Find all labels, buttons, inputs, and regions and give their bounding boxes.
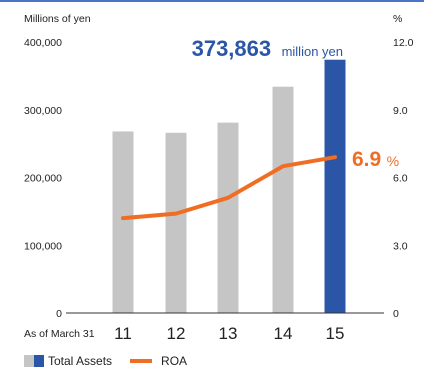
left-tick-label: 200,000 [24, 173, 62, 185]
legend-swatch-blue [34, 355, 44, 367]
x-tick-label: 14 [274, 324, 293, 343]
legend-item-roa: ROA [130, 354, 187, 368]
assets-annotation-unit: million yen [282, 44, 343, 59]
legend-label-roa: ROA [161, 354, 188, 368]
legend-label-total-assets: Total Assets [48, 354, 113, 368]
left-tick-label: 300,000 [24, 105, 62, 117]
right-tick-label: 12.0 [393, 37, 414, 49]
bar-total-assets [165, 132, 187, 313]
right-axis-ticks: 12.0 9.0 6.0 3.0 0 [393, 37, 414, 320]
legend-swatch-gray [24, 355, 34, 367]
left-tick-label: 0 [56, 308, 62, 320]
right-tick-label: 6.0 [393, 173, 408, 185]
x-axis-prefix: As of March 31 [24, 328, 95, 340]
legend-item-total-assets: Total Assets [24, 354, 112, 368]
roa-annotation: 6.9 % [352, 148, 399, 171]
x-axis-ticks: 11 12 13 14 15 [114, 324, 344, 343]
left-tick-label: 400,000 [24, 37, 62, 49]
right-axis-unit: % [393, 13, 402, 25]
left-axis-ticks: 400,000 300,000 200,000 100,000 0 [24, 37, 62, 320]
right-tick-label: 0 [393, 308, 399, 320]
right-tick-label: 9.0 [393, 105, 408, 117]
left-tick-label: 100,000 [24, 240, 62, 252]
left-axis-unit: Millions of yen [24, 13, 91, 25]
bar-series [112, 59, 346, 313]
bar-total-assets [272, 86, 294, 313]
bar-total-assets [112, 131, 134, 313]
legend-swatch-line [130, 359, 153, 363]
bar-total-assets [217, 122, 239, 313]
assets-annotation: 373,863 million yen [192, 36, 343, 61]
roa-line [121, 155, 337, 221]
right-tick-label: 3.0 [393, 240, 408, 252]
x-tick-label: 11 [114, 324, 132, 343]
roa-annotation-unit: % [387, 153, 399, 169]
legend: Total Assets ROA [24, 353, 205, 369]
roa-annotation-value: 6.9 [352, 148, 381, 171]
bar-total-assets [324, 59, 346, 313]
x-tick-label: 15 [326, 324, 345, 343]
x-tick-label: 12 [167, 324, 186, 343]
assets-annotation-value: 373,863 [192, 36, 272, 61]
x-tick-label: 13 [219, 324, 238, 343]
